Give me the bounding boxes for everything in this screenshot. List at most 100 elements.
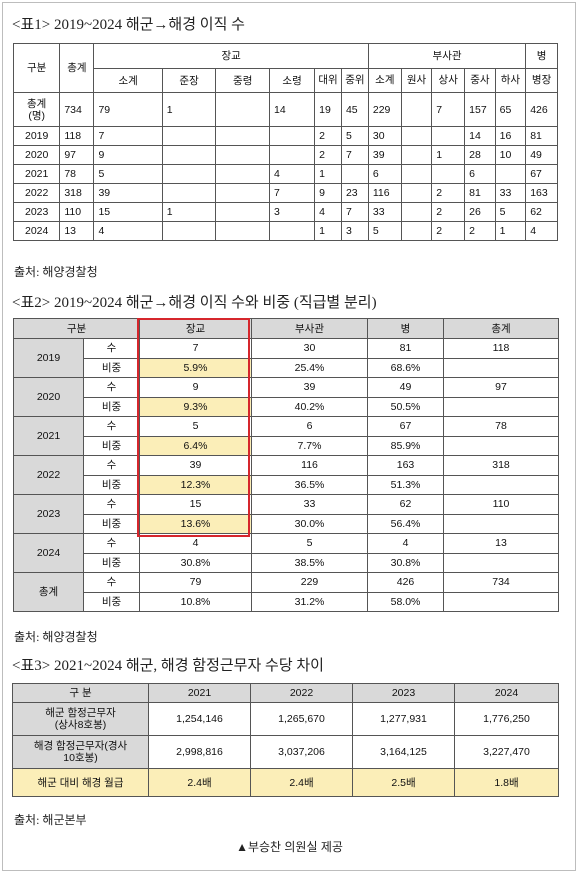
table2-share-cell: 56.4%: [367, 513, 445, 534]
table1-subheader-officer-2: 중령: [215, 68, 271, 93]
table3-cell: 1,254,146: [148, 702, 251, 736]
table2-year: 총계: [13, 572, 84, 612]
table2-count-cell: 6: [251, 416, 369, 437]
table-row: 비중 6.4% 7.7% 85.9%: [14, 435, 560, 456]
table1-cell: 2: [314, 126, 342, 146]
table3-cell: 1,277,931: [352, 702, 455, 736]
table2-share-cell: 85.9%: [367, 435, 445, 456]
table-row: 2019 수 7 30 81 118: [13, 338, 560, 378]
table1-cell: 3: [340, 221, 369, 241]
table1-subheader-officer-4: 대위: [314, 68, 342, 93]
table1-cell: 6: [464, 164, 496, 184]
table2-count-label: 수: [82, 416, 141, 437]
table2-year: 2021: [13, 416, 84, 456]
table1-cell: [400, 145, 433, 165]
table1-cell: 19: [314, 92, 342, 127]
table1-row-label: 2023: [12, 202, 61, 222]
table2-count-cell: 49: [367, 377, 445, 398]
table2-share-label: 비중: [82, 396, 141, 417]
table1-cell: [400, 221, 433, 241]
table2-year: 2024: [13, 533, 84, 573]
table1-cell: 2: [431, 221, 466, 241]
table1-cell: [161, 126, 217, 146]
table1-cell: 4: [525, 221, 558, 241]
table1-cell: 78: [59, 164, 95, 184]
table1-cell: 9: [314, 183, 342, 203]
table1-cell: 1: [431, 145, 466, 165]
table2-share-cell: 9.3%: [139, 396, 253, 417]
table2-count-cell: 79: [139, 572, 253, 593]
table1-cell: 2: [464, 221, 496, 241]
table1-cell: 116: [367, 183, 402, 203]
table3: 구 분 2021 2022 2023 2024 해군 함정근무자 (상사8호봉) 1,25…: [12, 683, 559, 797]
table1: 구분 총계 장교 부사관 병 소계 준장 중령 소령 대위 중위 소계 원사 상사 중사 하사 병장 …: [12, 43, 558, 241]
table1-cell: 16: [494, 126, 527, 146]
table1-cell: 26: [464, 202, 496, 222]
table-row: 2019 118 7 2 5 30 14 16 81: [12, 126, 558, 146]
table1-cell: 62: [525, 202, 558, 222]
table2-share-label: 비중: [82, 474, 141, 495]
table1-cell: [431, 164, 466, 184]
table1-cell: 45: [340, 92, 369, 127]
table1-cell: 318: [59, 183, 95, 203]
table2-share-cell: 31.2%: [251, 591, 369, 612]
table2-share-cell: 68.6%: [367, 357, 445, 378]
table3-cell: 2.5배: [352, 768, 455, 797]
table1-cell: 4: [93, 221, 163, 241]
table1-cell: 4: [314, 202, 342, 222]
table3-row-label: 해군 함정근무자 (상사8호봉): [12, 702, 149, 736]
table2-year: 2022: [13, 455, 84, 495]
table1-cell: 65: [494, 92, 527, 127]
table1-cell: 6: [367, 164, 402, 184]
table2-share-cell: 10.8%: [139, 591, 253, 612]
table2-share-cell: 5.9%: [139, 357, 253, 378]
table2-header-4: 총계: [443, 318, 560, 339]
table1-cell: 110: [59, 202, 95, 222]
table1-cell: [215, 183, 271, 203]
table1-cell: [340, 164, 369, 184]
table3-cell: 1.8배: [454, 768, 559, 797]
table2-share-cell: 30.8%: [367, 552, 445, 573]
table1-cell: 79: [93, 92, 163, 127]
table-row: 2020 수 9 39 49 97: [13, 377, 560, 417]
table1-subheader-nco-2: 상사: [431, 68, 466, 93]
table2-header-3: 병: [367, 318, 445, 339]
table1-header-total: 총계: [59, 43, 95, 93]
table1-cell: [269, 126, 316, 146]
table2-header-0: 구분: [12, 318, 141, 339]
table1-cell: [161, 221, 217, 241]
table1-subheader-nco-1: 원사: [400, 68, 433, 93]
table2-count-cell: 229: [251, 572, 369, 593]
table1-subheader-officer-5: 중위: [340, 68, 369, 93]
table2-share-cell: 30.0%: [251, 513, 369, 534]
table2-share-cell: 38.5%: [251, 552, 369, 573]
table1-cell: 5: [494, 202, 527, 222]
table-row: 비중 13.6% 30.0% 56.4%: [14, 513, 560, 534]
table3-header-1: 2021: [148, 683, 251, 703]
table3-header-4: 2024: [454, 683, 559, 703]
table1-cell: 5: [340, 126, 369, 146]
table1-cell: 7: [340, 202, 369, 222]
table1-cell: [269, 221, 316, 241]
table2-count-cell: 4: [139, 533, 253, 554]
table2-count-cell: 5: [139, 416, 253, 437]
table3-row-label: 해경 함정근무자(경사 10호봉): [12, 735, 149, 769]
table1-cell: 229: [367, 92, 402, 127]
table3-row-label: 해군 대비 해경 월급: [12, 768, 149, 797]
table1-cell: 15: [93, 202, 163, 222]
table2-share-cell: 50.5%: [367, 396, 445, 417]
table2-share-cell: 7.7%: [251, 435, 369, 456]
table2-share-cell: [443, 396, 560, 417]
table2-count-cell: 318: [443, 455, 560, 476]
table2-year: 2020: [13, 377, 84, 417]
table-row: 2022 318 39 7 9 23 116 2 81 33 163: [12, 183, 558, 203]
table1-cell: 1: [314, 221, 342, 241]
table2-count-cell: 118: [443, 338, 560, 359]
table1-cell: [400, 202, 433, 222]
table1-cell: [215, 92, 271, 127]
table2-header-1: 장교: [139, 318, 253, 339]
table1-cell: 39: [367, 145, 402, 165]
table2-source: 출처: 해양경찰청: [14, 630, 98, 644]
table2-count-cell: 15: [139, 494, 253, 515]
table2-count-cell: 5: [251, 533, 369, 554]
